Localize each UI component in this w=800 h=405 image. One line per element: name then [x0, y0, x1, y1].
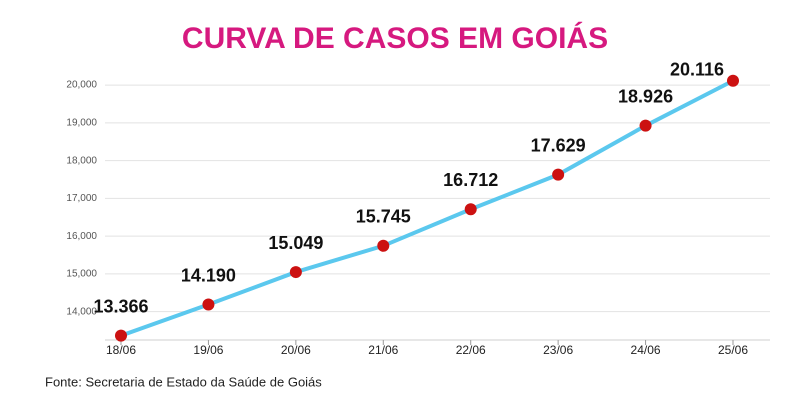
value-label: 17.629: [531, 135, 586, 155]
y-tick-label: 14,000: [66, 306, 97, 317]
data-point: [464, 203, 477, 216]
y-tick-label: 19,000: [66, 118, 97, 129]
source-note: Fonte: Secretaria de Estado da Saúde de …: [45, 374, 322, 389]
data-point: [552, 168, 565, 181]
data-point: [377, 239, 390, 252]
x-tick-label: 23/06: [543, 343, 573, 357]
value-label: 13.366: [93, 296, 148, 316]
value-label: 16.712: [443, 170, 498, 190]
x-tick-label: 24/06: [631, 343, 661, 357]
value-label: 15.049: [268, 233, 323, 253]
data-point: [289, 266, 302, 279]
data-point: [727, 74, 739, 87]
value-label: 20.116: [670, 59, 724, 79]
y-tick-label: 20,000: [66, 80, 97, 91]
x-tick-label: 18/06: [106, 343, 136, 357]
y-tick-label: 17,000: [66, 193, 97, 204]
x-tick-label: 25/06: [718, 343, 748, 357]
data-point: [202, 298, 215, 311]
x-tick-label: 20/06: [281, 343, 311, 357]
chart-title: CURVA DE CASOS EM GOIÁS: [182, 21, 608, 55]
y-tick-label: 18,000: [66, 155, 97, 166]
x-tick-label: 22/06: [456, 343, 486, 357]
value-label: 15.745: [356, 207, 411, 227]
data-line: [120, 78, 734, 338]
x-tick-label: 19/06: [193, 343, 223, 357]
value-label: 18.926: [618, 86, 673, 106]
data-point: [115, 329, 127, 342]
y-tick-label: 15,000: [66, 269, 97, 280]
y-tick-label: 16,000: [66, 231, 97, 242]
value-label: 14.190: [181, 265, 236, 285]
data-point: [639, 119, 652, 132]
x-tick-label: 21/06: [368, 343, 398, 357]
